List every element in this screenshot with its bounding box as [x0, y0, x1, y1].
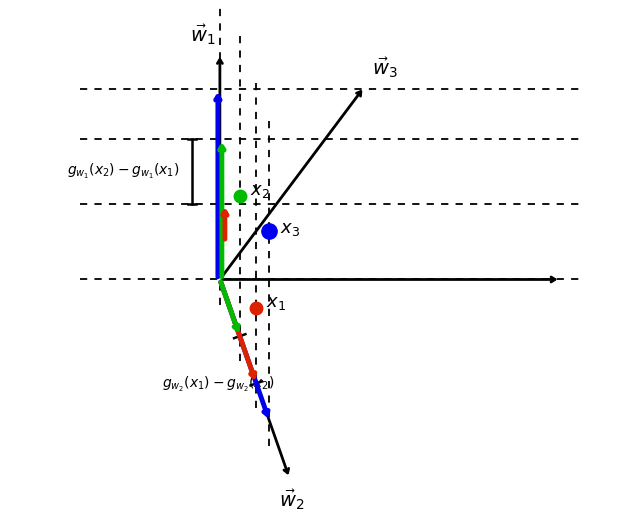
Text: $x_3$: $x_3$ — [280, 219, 300, 238]
Text: $g_{w_1}(x_2) - g_{w_1}(x_1)$: $g_{w_1}(x_2) - g_{w_1}(x_1)$ — [67, 162, 180, 181]
Text: $x_1$: $x_1$ — [266, 294, 286, 313]
Text: $g_{w_2}(x_1) - g_{w_2}(x_2)$: $g_{w_2}(x_1) - g_{w_2}(x_2)$ — [162, 375, 275, 394]
Text: $\vec{w}_1$: $\vec{w}_1$ — [189, 22, 215, 47]
Text: $\vec{w}_2$: $\vec{w}_2$ — [279, 488, 305, 513]
Text: $x_2$: $x_2$ — [250, 182, 269, 200]
Text: $\vec{w}_3$: $\vec{w}_3$ — [372, 55, 397, 80]
